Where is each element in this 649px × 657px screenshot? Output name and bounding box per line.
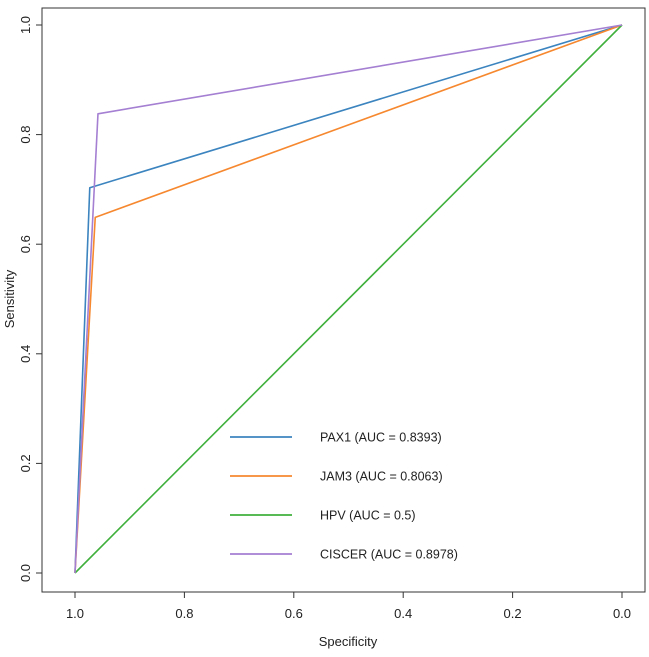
legend-label-1: JAM3 (AUC = 0.8063) [320, 470, 443, 484]
x-tick-label: 1.0 [66, 606, 84, 621]
y-axis-label: Sensitivity [2, 269, 17, 328]
y-tick-label: 1.0 [18, 16, 33, 34]
legend-label-0: PAX1 (AUC = 0.8393) [320, 431, 442, 445]
y-tick-label: 0.4 [18, 345, 33, 363]
series-line-0 [74, 24, 623, 574]
y-tick-label: 0.8 [18, 126, 33, 144]
x-axis-label: Specificity [319, 634, 378, 649]
series-lines [74, 24, 623, 574]
series-line-2 [74, 24, 623, 574]
y-tick-label: 0.0 [18, 564, 33, 582]
legend-label-3: CISCER (AUC = 0.8978) [320, 548, 458, 562]
legend-label-2: HPV (AUC = 0.5) [320, 509, 416, 523]
x-tick-label: 0.2 [504, 606, 522, 621]
legend: PAX1 (AUC = 0.8393) JAM3 (AUC = 0.8063) HP… [230, 431, 458, 562]
y-tick-label: 0.2 [18, 454, 33, 472]
x-tick-label: 0.0 [613, 606, 631, 621]
series-line-1 [74, 24, 623, 574]
series-line-3 [74, 24, 623, 574]
axis-ticks: 1.0 0.8 0.6 0.4 0.2 0.0 0.0 0.2 0.4 0.6 0.8 1.0 [18, 16, 631, 621]
x-tick-label: 0.6 [285, 606, 303, 621]
plot-frame [41, 7, 646, 593]
y-tick-label: 0.6 [18, 235, 33, 253]
x-tick-label: 0.4 [394, 606, 412, 621]
x-tick-label: 0.8 [175, 606, 193, 621]
plot-border [41, 7, 646, 593]
